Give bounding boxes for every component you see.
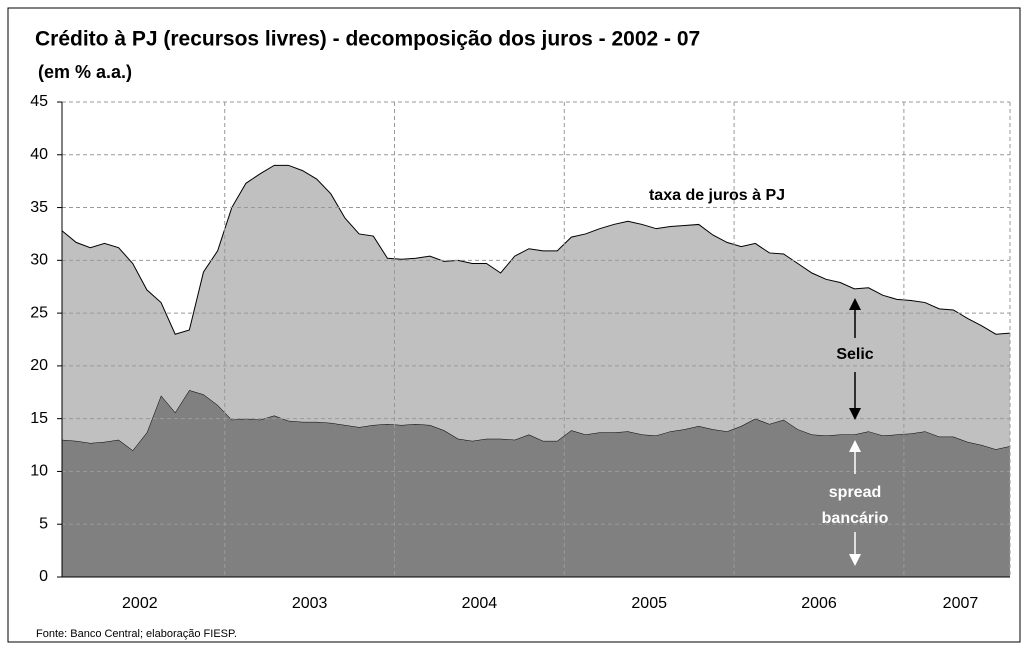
y-tick-label: 10 [30, 463, 48, 480]
y-tick-label: 40 [30, 146, 48, 163]
y-tick-label: 15 [30, 410, 48, 427]
annotation: Selic [836, 346, 873, 363]
y-tick-label: 0 [39, 568, 48, 585]
annotation: taxa de juros à PJ [649, 187, 785, 204]
arrow-head [849, 440, 861, 452]
plot: 0 5 10 15 20 25 30 35 40 45 2002 2003 2004 2005 2006 20… [30, 93, 1011, 612]
area-edge [61, 164, 1011, 335]
arrow-head [849, 408, 861, 420]
annotation: spread [829, 484, 881, 501]
x-tick-label: 2006 [801, 595, 837, 612]
x-tick-label: 2005 [631, 595, 667, 612]
y-tick-label: 5 [39, 515, 48, 532]
y-tick-label: 20 [30, 357, 48, 374]
y-tick-label: 25 [30, 304, 48, 321]
x-tick-label: 2003 [292, 595, 328, 612]
x-tick-label: 2002 [122, 595, 158, 612]
y-tick-label: 35 [30, 199, 48, 216]
annotations: taxa de juros à PJ Selic spread bancário [649, 187, 889, 566]
area [62, 390, 1010, 577]
y-tick-label: 45 [30, 93, 48, 110]
x-tick-label: 2004 [462, 595, 498, 612]
source: Fonte: Banco Central; elaboração FIESP. [36, 628, 237, 640]
arrow-head [849, 298, 861, 310]
chart-title: Crédito à PJ (recursos livres) - decompo… [35, 28, 700, 51]
annotation: bancário [822, 510, 889, 527]
chart-subtitle: (em % a.a.) [38, 62, 132, 82]
area [62, 165, 1010, 451]
arrow-head [849, 554, 861, 566]
y-tick-label: 30 [30, 252, 48, 269]
x-tick-label: 2007 [943, 595, 979, 612]
